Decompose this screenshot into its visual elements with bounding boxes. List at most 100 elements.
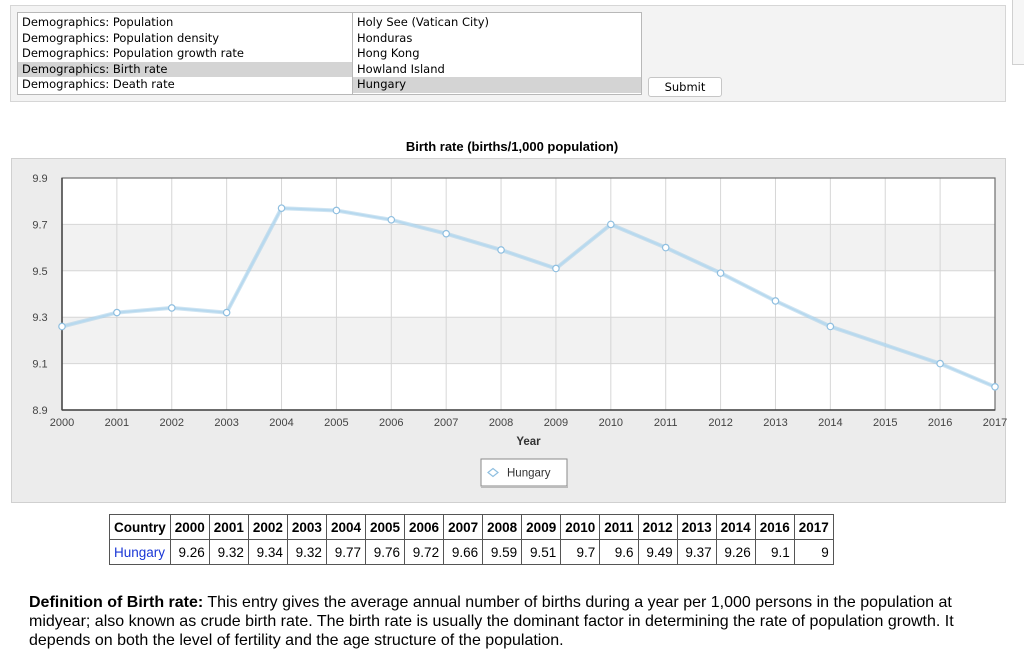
header-year: 2004 <box>325 514 366 540</box>
data-table: Country 2000 2001 2002 2003 2004 2005 2006 2007 2… <box>109 514 834 565</box>
header-year: 2006 <box>404 514 445 540</box>
metric-option[interactable]: Demographics: Birth rate <box>18 61 352 78</box>
side-panel-edge <box>1012 0 1024 65</box>
x-tick-label: 2012 <box>708 417 732 429</box>
x-tick-label: 2005 <box>324 417 348 429</box>
header-year: 2001 <box>208 514 249 540</box>
data-point <box>113 308 121 317</box>
country-link[interactable]: Hungary <box>109 539 171 565</box>
table-cell: 9.76 <box>364 539 406 565</box>
data-point <box>607 220 615 229</box>
x-tick-label: 2001 <box>105 417 129 429</box>
metric-option[interactable]: Demographics: Population growth rate <box>22 46 244 61</box>
x-axis-label: Year <box>516 436 541 448</box>
x-tick-label: 2013 <box>763 417 787 429</box>
y-tick-label: 9.5 <box>32 266 47 278</box>
table-row: Hungary 9.26 9.32 9.34 9.32 9.77 9.76 9.72 9.66 9… <box>109 539 834 565</box>
table-cell: 9.59 <box>482 539 523 565</box>
data-point <box>58 322 66 331</box>
y-tick-label: 8.9 <box>32 405 47 417</box>
country-option[interactable]: Hong Kong <box>357 46 420 61</box>
x-tick-label: 2014 <box>818 417 842 429</box>
header-year: 2013 <box>676 514 717 540</box>
header-year: 2017 <box>793 514 834 540</box>
x-tick-label: 2008 <box>489 417 513 429</box>
table-cell: 9.51 <box>521 539 562 565</box>
header-year: 2005 <box>364 514 406 540</box>
x-tick-label: 2006 <box>379 417 403 429</box>
plot-band <box>62 224 995 271</box>
line-chart: 8.9 9.1 9.3 9.5 9.7 9.9 2000 2001 2002 2003 2004 20… <box>32 173 1007 488</box>
table-cell: 9 <box>793 539 834 565</box>
country-option[interactable]: Holy See (Vatican City) <box>357 15 489 29</box>
table-cell: 9.77 <box>325 539 366 565</box>
data-point <box>552 264 560 273</box>
x-tick-label: 2002 <box>160 417 184 429</box>
x-tick-label: 2010 <box>599 417 623 429</box>
x-tick-label: 2000 <box>50 417 74 429</box>
table-cell: 9.72 <box>404 539 445 565</box>
header-country: Country <box>109 514 171 540</box>
data-point <box>661 243 670 252</box>
header-year: 2011 <box>599 514 639 540</box>
data-point <box>332 206 341 215</box>
header-year: 2012 <box>637 514 678 540</box>
x-tick-label: 2004 <box>269 417 293 429</box>
selection-form: Demographics: Population Demographics: Po… <box>10 5 1006 102</box>
table-cell: 9.6 <box>599 539 639 565</box>
data-point <box>387 215 396 224</box>
header-year: 2009 <box>521 514 562 540</box>
x-tick-label: 2007 <box>434 417 458 429</box>
submit-button[interactable]: Submit <box>648 77 722 97</box>
metric-listbox[interactable]: Demographics: Population Demographics: Po… <box>17 12 353 95</box>
x-tick-label: 2016 <box>928 417 952 429</box>
country-option[interactable]: Howland Island <box>357 61 445 76</box>
data-point <box>497 246 505 254</box>
data-point <box>167 304 176 312</box>
table-cell: 9.32 <box>286 539 327 565</box>
y-tick-label: 9.7 <box>32 219 47 231</box>
data-point <box>716 269 725 277</box>
table-cell: 9.34 <box>247 539 288 565</box>
table-header-row: Country 2000 2001 2002 2003 2004 2005 2006 2007 2… <box>109 514 834 540</box>
chart-panel: 8.9 9.1 9.3 9.5 9.7 9.9 2000 2001 2002 2003 2004 20… <box>11 158 1007 503</box>
x-tick-label: 2017 <box>983 417 1007 429</box>
table-cell: 9.26 <box>715 539 756 565</box>
table-cell: 9.26 <box>169 539 210 565</box>
metric-option[interactable]: Demographics: Population density <box>22 30 220 45</box>
plot-area <box>62 178 995 410</box>
header-year: 2016 <box>754 514 795 540</box>
header-year: 2010 <box>560 514 601 540</box>
data-point <box>771 297 780 305</box>
definition-paragraph: Definition of Birth rate: This entry giv… <box>29 593 999 650</box>
chart-title: Birth rate (births/1,000 population) <box>405 139 619 154</box>
header-year: 2003 <box>286 514 327 540</box>
header-year: 2000 <box>169 514 210 540</box>
y-tick-label: 9.3 <box>32 312 47 324</box>
x-tick-label: 2009 <box>544 417 568 429</box>
y-tick-label: 9.1 <box>32 359 47 371</box>
table-cell: 9.32 <box>208 539 249 565</box>
table-cell: 9.66 <box>443 539 484 565</box>
data-point <box>442 229 450 238</box>
x-tick-label: 2015 <box>873 417 897 429</box>
table-cell: 9.7 <box>560 539 601 565</box>
definition-text: This entry gives the average annual numb… <box>29 594 954 649</box>
definition-term: Definition of Birth rate: <box>29 594 204 611</box>
metric-option[interactable]: Demographics: Death rate <box>22 77 175 92</box>
header-year: 2002 <box>247 514 288 540</box>
country-option[interactable]: Hungary <box>353 77 641 93</box>
country-listbox[interactable]: Holy See (Vatican City) Honduras Hong Kong… <box>352 12 642 95</box>
metric-option[interactable]: Demographics: Population <box>22 15 174 29</box>
data-point <box>222 308 231 317</box>
plot-band <box>62 317 995 364</box>
country-option[interactable]: Honduras <box>357 30 413 45</box>
data-point <box>277 204 286 212</box>
header-year: 2014 <box>715 514 756 540</box>
header-year: 2007 <box>443 514 484 540</box>
data-point <box>826 322 835 331</box>
legend-marker-icon <box>487 467 499 478</box>
table-cell: 9.1 <box>754 539 795 565</box>
legend-label: Hungary <box>507 468 551 480</box>
header-year: 2008 <box>482 514 523 540</box>
